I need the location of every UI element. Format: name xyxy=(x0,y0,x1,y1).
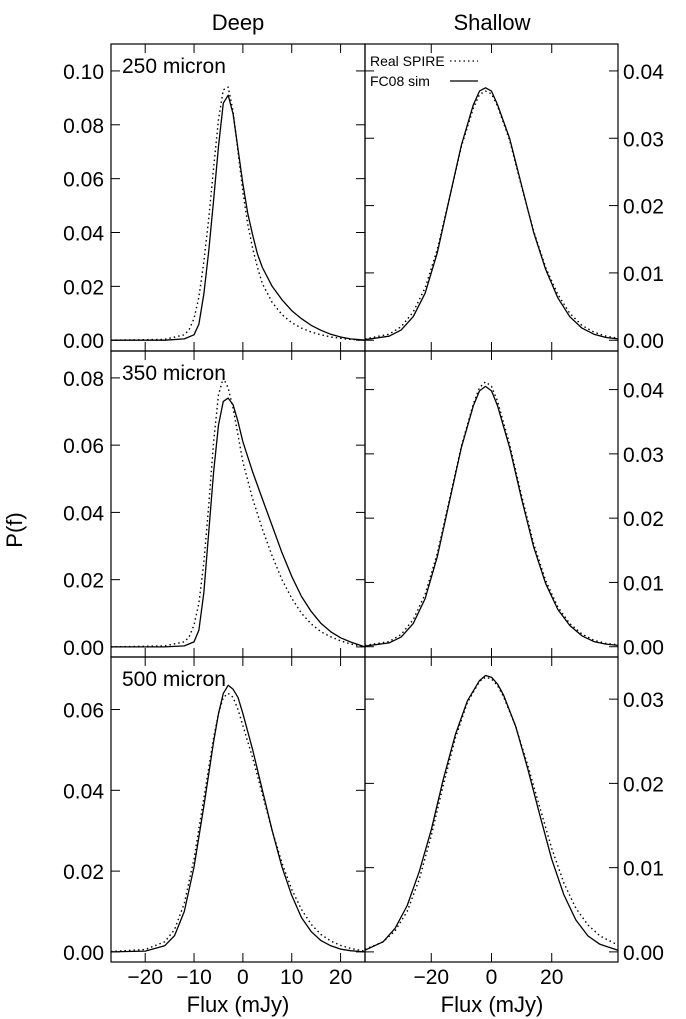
series-line-fc08-sim xyxy=(110,684,366,953)
series-line-fc08-sim xyxy=(364,385,619,647)
y-tick-label: 0.01 xyxy=(623,858,664,881)
y-tick-label: 0.06 xyxy=(63,435,104,458)
column-title-shallow: Shallow xyxy=(453,10,530,35)
y-tick-label: 0.06 xyxy=(63,700,104,723)
x-tick-label: 0 xyxy=(237,966,249,989)
y-tick-label: 0.00 xyxy=(623,637,664,660)
panel-250-micron-shallow: 0.00 0.01 0.02 0.03 0.04 xyxy=(364,43,664,353)
y-tick-label: 0.00 xyxy=(623,942,664,965)
series-line-real-spire xyxy=(110,377,366,648)
panel-frame xyxy=(364,350,619,658)
series-line-real-spire xyxy=(110,692,366,953)
panel-frame xyxy=(110,350,366,658)
y-tick-label: 0.00 xyxy=(63,942,104,965)
y-tick-label: 0.08 xyxy=(63,115,104,138)
y-tick-label: 0.04 xyxy=(623,61,664,84)
panel-350-micron-shallow: 0.00 0.01 0.02 0.03 0.04 xyxy=(364,350,664,660)
y-axis-label: P(f) xyxy=(2,512,27,547)
y-tick-label: 0.06 xyxy=(63,169,104,192)
x-tick-label: −20 xyxy=(127,966,163,989)
y-tick-label: 0.03 xyxy=(623,689,664,712)
y-tick-label: 0.03 xyxy=(623,128,664,151)
y-tick-label: 0.02 xyxy=(63,861,104,884)
x-tick-label: −20 xyxy=(413,966,449,989)
y-tick-label: 0.00 xyxy=(63,330,104,353)
y-tick-label: 0.00 xyxy=(63,637,104,660)
series-line-fc08-sim xyxy=(364,674,619,951)
y-tick-label: 0.00 xyxy=(623,330,664,353)
legend-label: FC08 sim xyxy=(370,73,430,89)
series-line-fc08-sim xyxy=(111,94,366,341)
y-tick-label: 0.02 xyxy=(623,196,664,219)
x-tick-label: 10 xyxy=(280,966,303,989)
y-tick-label: 0.04 xyxy=(63,780,104,803)
series-line-real-spire xyxy=(364,381,619,647)
panel-500-micron-deep: 0.00 0.02 0.04 0.06 −20 −10 0 10 20 500 micron xyxy=(63,656,366,989)
panel-250-micron-deep: 0.00 0.02 0.04 0.06 0.08 0.10 250 micron xyxy=(63,43,366,353)
series-line-fc08-sim xyxy=(364,87,619,341)
x-tick-label: 20 xyxy=(540,966,563,989)
panel-350-micron-deep: 0.00 0.02 0.04 0.06 0.08 350 micron xyxy=(63,350,366,660)
panel-frame xyxy=(110,43,366,352)
x-axis-label-shallow: Flux (mJy) xyxy=(441,992,544,1017)
series-line-fc08-sim xyxy=(111,397,366,648)
series-line-real-spire xyxy=(364,90,619,340)
legend: Real SPIRE FC08 sim xyxy=(370,53,478,89)
panels-group: 0.000.020.040.060.080.10 250 micron0.000.… xyxy=(63,43,664,989)
y-tick-label: 0.02 xyxy=(63,570,104,593)
y-tick-label: 0.04 xyxy=(63,223,104,246)
band-label: 350 micron xyxy=(122,362,226,385)
legend-label: Real SPIRE xyxy=(370,53,445,69)
y-tick-label: 0.10 xyxy=(63,61,104,84)
panel-frame xyxy=(110,656,366,963)
y-tick-label: 0.04 xyxy=(63,502,104,525)
column-title-deep: Deep xyxy=(212,10,265,35)
panel-frame xyxy=(364,43,619,352)
series-line-real-spire xyxy=(110,86,366,341)
y-tick-label: 0.02 xyxy=(623,508,664,531)
x-tick-label: 20 xyxy=(329,966,352,989)
x-axis-label-deep: Flux (mJy) xyxy=(187,992,290,1017)
y-tick-label: 0.03 xyxy=(623,444,664,467)
x-tick-label: −10 xyxy=(176,966,212,989)
series-line-real-spire xyxy=(364,676,619,951)
y-tick-label: 0.04 xyxy=(623,380,664,403)
panel-frame xyxy=(364,656,619,963)
panel-500-micron-shallow: 0.00 0.01 0.02 0.03 −20 0 20 xyxy=(364,656,664,989)
band-label: 250 micron xyxy=(122,55,226,78)
y-tick-label: 0.08 xyxy=(63,368,104,391)
y-tick-label: 0.01 xyxy=(623,572,664,595)
y-tick-label: 0.01 xyxy=(623,263,664,286)
band-label: 500 micron xyxy=(122,668,226,691)
x-tick-label: 0 xyxy=(486,966,498,989)
y-tick-label: 0.02 xyxy=(623,773,664,796)
y-tick-label: 0.02 xyxy=(63,276,104,299)
